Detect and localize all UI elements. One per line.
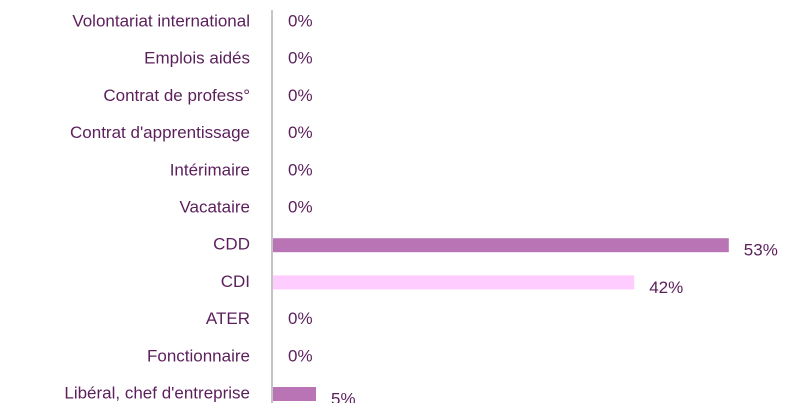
value-label: 0% xyxy=(288,49,313,68)
category-label: Volontariat international xyxy=(72,11,250,30)
category-label: Contrat d'apprentissage xyxy=(70,123,250,142)
category-label: Fonctionnaire xyxy=(147,346,250,365)
value-label: 0% xyxy=(288,309,313,328)
value-label: 0% xyxy=(288,346,313,365)
value-label: 0% xyxy=(288,11,313,30)
category-label: Libéral, chef d'entreprise xyxy=(64,383,250,402)
category-label: Contrat de profess° xyxy=(103,86,250,105)
bar xyxy=(273,387,316,401)
value-label: 53% xyxy=(744,241,778,260)
value-label: 0% xyxy=(288,197,313,216)
value-label: 0% xyxy=(288,86,313,105)
value-label: 0% xyxy=(288,123,313,142)
value-label: 5% xyxy=(331,389,356,403)
bar xyxy=(273,275,635,290)
bar xyxy=(273,238,729,253)
category-label: CDI xyxy=(221,272,250,291)
value-label: 0% xyxy=(288,160,313,179)
category-label: Intérimaire xyxy=(170,160,250,179)
category-label: Vacataire xyxy=(179,197,250,216)
category-label: CDD xyxy=(213,235,250,254)
category-label: Emplois aidés xyxy=(144,49,250,68)
category-label: ATER xyxy=(206,309,250,328)
value-label: 42% xyxy=(649,278,683,297)
